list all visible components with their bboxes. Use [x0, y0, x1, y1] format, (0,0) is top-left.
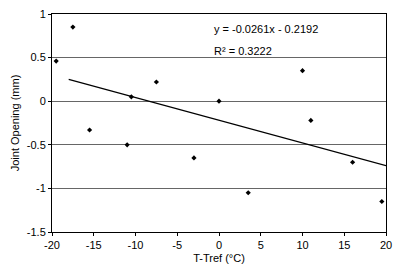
svg-text:1: 1: [40, 8, 46, 20]
svg-text:15: 15: [338, 239, 350, 251]
svg-text:-5: -5: [172, 239, 182, 251]
svg-text:Joint Opening (mm): Joint Opening (mm): [9, 75, 21, 172]
svg-text:0: 0: [216, 239, 222, 251]
svg-text:y = -0.0261x - 0.2192: y = -0.0261x - 0.2192: [214, 23, 318, 35]
svg-text:10: 10: [296, 239, 308, 251]
svg-text:-10: -10: [128, 239, 144, 251]
svg-text:-20: -20: [44, 239, 60, 251]
svg-text:20: 20: [380, 239, 392, 251]
svg-text:5: 5: [258, 239, 264, 251]
svg-text:0.5: 0.5: [31, 51, 46, 63]
svg-text:-0.5: -0.5: [27, 139, 46, 151]
svg-text:R² = 0.3222: R² = 0.3222: [214, 45, 272, 57]
svg-text:-1.5: -1.5: [27, 226, 46, 238]
svg-text:-15: -15: [86, 239, 102, 251]
svg-text:-1: -1: [36, 182, 46, 194]
svg-text:T-Tref (°C): T-Tref (°C): [193, 252, 245, 264]
svg-text:0: 0: [40, 95, 46, 107]
